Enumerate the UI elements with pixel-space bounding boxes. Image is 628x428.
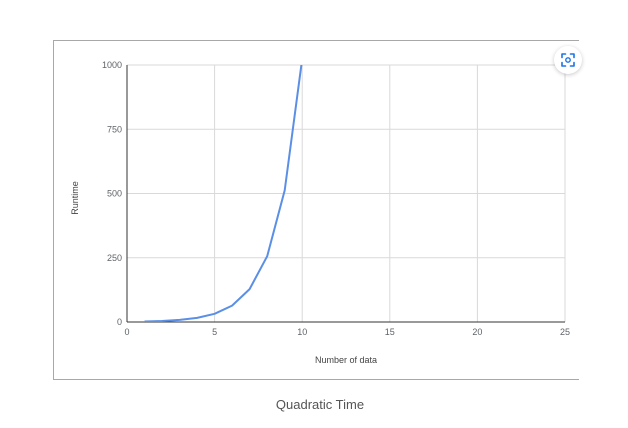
x-tick-label: 15 <box>385 327 395 337</box>
x-tick-label: 10 <box>297 327 307 337</box>
y-tick-label: 1000 <box>102 60 122 70</box>
x-tick-label: 20 <box>472 327 482 337</box>
gridlines <box>127 64 566 322</box>
y-tick-label: 0 <box>117 317 122 327</box>
x-axis-title: Number of data <box>315 355 377 365</box>
y-tick-label: 250 <box>107 253 122 263</box>
y-tick-label: 750 <box>107 124 122 134</box>
chart-caption: Quadratic Time <box>275 397 365 412</box>
chart-container: 0 250 500 750 1000 0 5 10 15 20 25 Number of data … <box>53 40 582 380</box>
focus-expand-icon <box>561 53 575 67</box>
tick-labels: 0 250 500 750 1000 0 5 10 15 20 25 <box>102 60 570 337</box>
y-tick-label: 500 <box>107 189 122 199</box>
x-tick-label: 25 <box>560 327 570 337</box>
series-lines <box>144 65 303 322</box>
y-axis-title: Runtime <box>70 181 80 215</box>
series-line <box>144 65 303 322</box>
x-tick-label: 0 <box>124 327 129 337</box>
x-tick-label: 5 <box>212 327 217 337</box>
expand-chart-button[interactable] <box>554 46 582 74</box>
axes <box>126 65 565 323</box>
